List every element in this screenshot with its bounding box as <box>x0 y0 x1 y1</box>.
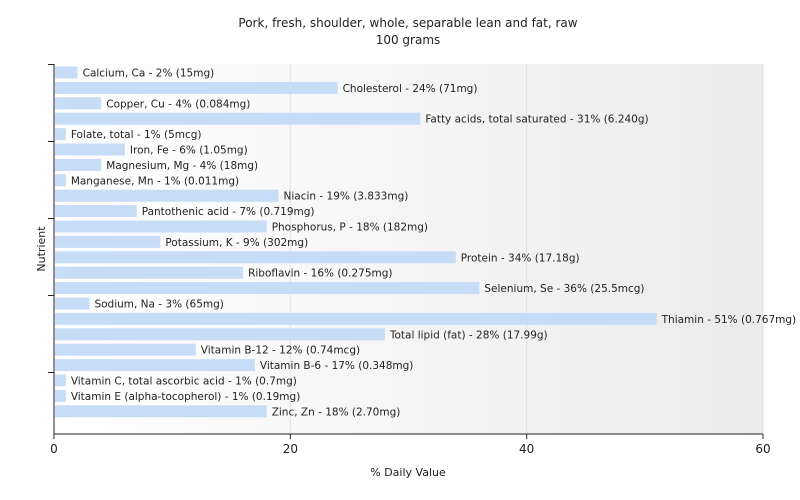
bar-label: Calcium, Ca - 2% (15mg) <box>83 68 215 80</box>
bar <box>55 128 66 141</box>
bar-label: Folate, total - 1% (5mcg) <box>71 129 202 141</box>
bar-label: Vitamin B-12 - 12% (0.74mcg) <box>201 345 360 357</box>
bar <box>55 81 338 94</box>
bar <box>55 343 196 356</box>
bar-label: Thiamin - 51% (0.767mg) <box>661 314 797 326</box>
bar <box>55 328 385 341</box>
bar <box>55 235 161 248</box>
bar <box>55 189 279 202</box>
bar <box>55 312 657 325</box>
x-tick-label: 40 <box>519 442 534 456</box>
bar-label: Sodium, Na - 3% (65mg) <box>94 299 223 311</box>
gridlines <box>289 64 764 434</box>
bar <box>55 112 421 125</box>
bar-label: Iron, Fe - 6% (1.05mg) <box>130 145 248 157</box>
bar <box>55 297 90 310</box>
bar-label: Fatty acids, total saturated - 31% (6.24… <box>425 114 648 126</box>
plot-background <box>54 64 763 434</box>
bar <box>55 266 244 279</box>
y-ticks <box>48 64 54 373</box>
bar <box>55 158 102 171</box>
bar <box>55 97 102 110</box>
x-tick-label: 0 <box>50 442 58 456</box>
x-axis-title: % Daily Value <box>370 466 446 479</box>
bar <box>55 66 78 79</box>
bar-label: Pantothenic acid - 7% (0.719mg) <box>142 206 315 218</box>
bar-label: Selenium, Se - 36% (25.5mcg) <box>484 283 644 295</box>
bar <box>55 359 255 372</box>
bar-label: Vitamin B-6 - 17% (0.348mg) <box>260 360 414 372</box>
bar-label: Niacin - 19% (3.833mg) <box>284 191 409 203</box>
x-tick-label: 20 <box>283 442 298 456</box>
bar <box>55 405 267 418</box>
bar-label: Potassium, K - 9% (302mg) <box>165 237 308 249</box>
bar <box>55 174 66 187</box>
bar <box>55 220 267 233</box>
bar-label: Vitamin E (alpha-tocopherol) - 1% (0.19m… <box>71 391 300 403</box>
x-tick-label: 60 <box>755 442 770 456</box>
bar <box>55 143 125 156</box>
bar-label: Protein - 34% (17.18g) <box>461 252 580 264</box>
bar <box>55 374 66 387</box>
bar-label: Phosphorus, P - 18% (182mg) <box>272 222 428 234</box>
bar-label: Vitamin C, total ascorbic acid - 1% (0.7… <box>71 376 297 388</box>
bar-label: Cholesterol - 24% (71mg) <box>343 83 478 95</box>
bar-label: Total lipid (fat) - 28% (17.99g) <box>389 329 548 341</box>
bar <box>55 389 66 402</box>
bar-label: Manganese, Mn - 1% (0.011mg) <box>71 175 239 187</box>
bar-label: Riboflavin - 16% (0.275mg) <box>248 268 392 280</box>
bar-label: Copper, Cu - 4% (0.084mg) <box>106 98 250 110</box>
bar <box>55 282 480 295</box>
bar <box>55 251 456 264</box>
bar <box>55 205 137 218</box>
x-ticks: 0 20 40 60 <box>50 434 771 456</box>
y-axis-title: Nutrient <box>35 226 48 272</box>
bars: Calcium, Ca - 2% (15mg) Cholesterol - 24%… <box>55 66 797 418</box>
bar-label: Magnesium, Mg - 4% (18mg) <box>106 160 258 172</box>
bar-label: Zinc, Zn - 18% (2.70mg) <box>272 406 401 418</box>
chart-title: Pork, fresh, shoulder, whole, separable … <box>238 16 577 30</box>
chart-subtitle: 100 grams <box>376 33 441 47</box>
